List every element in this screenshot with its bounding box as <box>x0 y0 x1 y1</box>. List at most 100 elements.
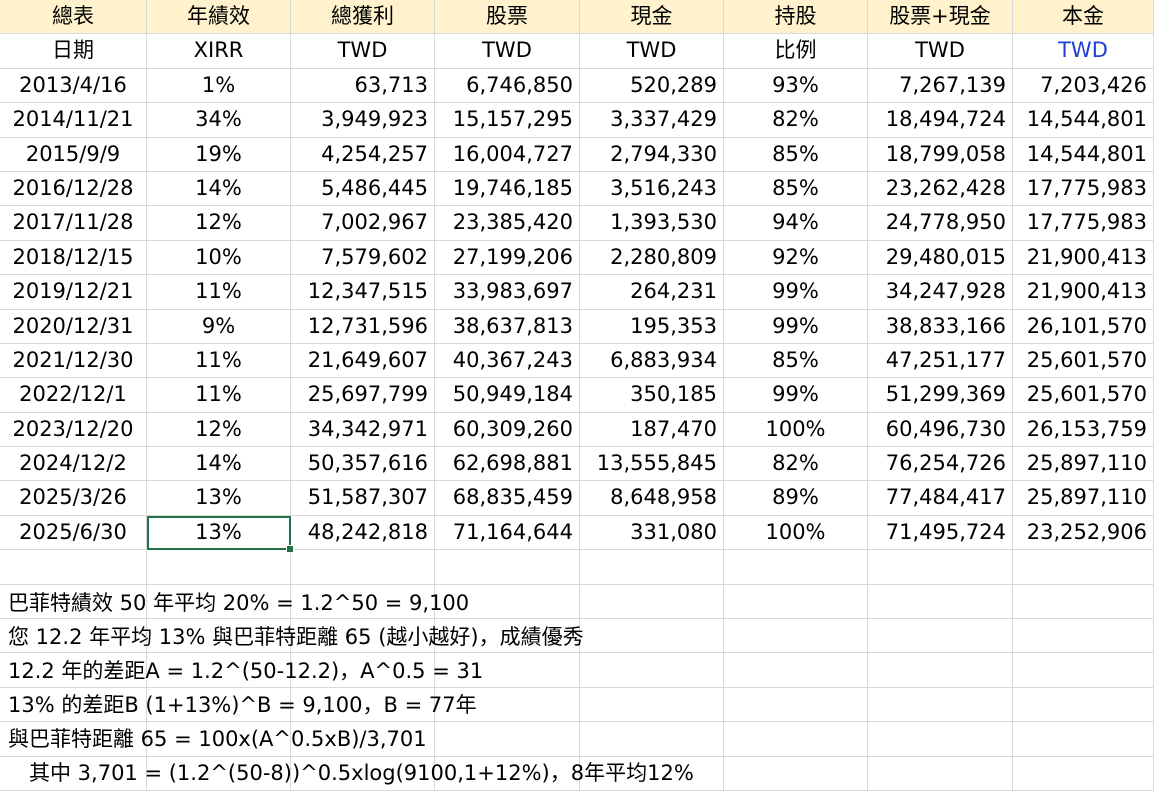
cell-cash[interactable]: 13,555,845 <box>580 447 724 482</box>
cell-total-profit[interactable]: 12,347,515 <box>291 275 435 310</box>
cell-stock-plus-cash[interactable]: 47,251,177 <box>868 343 1013 379</box>
empty-cell[interactable] <box>0 584 147 620</box>
cell-stock-plus-cash[interactable]: 60,496,730 <box>868 412 1013 448</box>
cell-stock-plus-cash[interactable]: 51,299,369 <box>868 378 1013 413</box>
cell-cash[interactable]: 2,794,330 <box>580 137 724 172</box>
cell-total-profit[interactable]: 3,949,923 <box>291 103 435 138</box>
cell-principal[interactable]: 21,900,413 <box>1013 240 1154 276</box>
cell-principal[interactable]: 26,153,759 <box>1013 412 1154 448</box>
cell-stock[interactable]: 60,309,260 <box>435 412 580 448</box>
cell-stock-ratio[interactable]: 92% <box>724 240 868 276</box>
empty-cell[interactable] <box>291 687 435 723</box>
cell-stock-ratio[interactable]: 85% <box>724 171 868 207</box>
cell-stock[interactable]: 71,164,644 <box>435 515 580 551</box>
cell-stock[interactable]: 40,367,243 <box>435 343 580 379</box>
empty-cell[interactable] <box>580 653 724 688</box>
cell-total-profit[interactable]: 63,713 <box>291 68 435 104</box>
empty-cell[interactable] <box>0 756 147 791</box>
empty-cell[interactable] <box>291 756 435 791</box>
empty-cell[interactable] <box>1013 584 1154 620</box>
header-principal[interactable]: 本金 <box>1013 0 1154 35</box>
cell-total-profit[interactable]: 34,342,971 <box>291 412 435 448</box>
cell-total-profit[interactable]: 5,486,445 <box>291 171 435 207</box>
cell-stock[interactable]: 38,637,813 <box>435 309 580 344</box>
cell-principal[interactable]: 7,203,426 <box>1013 68 1154 104</box>
header-stock[interactable]: 股票 <box>435 0 580 35</box>
cell-date[interactable]: 2014/11/21 <box>0 103 147 138</box>
empty-cell[interactable] <box>0 550 147 585</box>
cell-date[interactable]: 2020/12/31 <box>0 309 147 344</box>
header-date[interactable]: 總表 <box>0 0 147 35</box>
empty-cell[interactable] <box>147 619 291 654</box>
cell-principal[interactable]: 25,601,570 <box>1013 378 1154 413</box>
empty-cell[interactable] <box>868 584 1013 620</box>
empty-cell[interactable] <box>1013 550 1154 585</box>
cell-stock-plus-cash[interactable]: 34,247,928 <box>868 275 1013 310</box>
empty-cell[interactable] <box>435 687 580 723</box>
subheader-total-profit[interactable]: TWD <box>291 34 435 69</box>
empty-cell[interactable] <box>580 756 724 791</box>
empty-cell[interactable] <box>580 722 724 757</box>
header-cash[interactable]: 現金 <box>580 0 724 35</box>
cell-stock-ratio[interactable]: 82% <box>724 447 868 482</box>
empty-cell[interactable] <box>147 756 291 791</box>
cell-cash[interactable]: 3,337,429 <box>580 103 724 138</box>
cell-stock[interactable]: 33,983,697 <box>435 275 580 310</box>
empty-cell[interactable] <box>868 653 1013 688</box>
cell-principal[interactable]: 14,544,801 <box>1013 103 1154 138</box>
empty-cell[interactable] <box>580 619 724 654</box>
cell-date[interactable]: 2015/9/9 <box>0 137 147 172</box>
cell-cash[interactable]: 520,289 <box>580 68 724 104</box>
empty-cell[interactable] <box>724 756 868 791</box>
empty-cell[interactable] <box>435 722 580 757</box>
cell-xirr[interactable]: 1% <box>147 68 291 104</box>
cell-principal[interactable]: 17,775,983 <box>1013 206 1154 241</box>
cell-stock[interactable]: 50,949,184 <box>435 378 580 413</box>
cell-total-profit[interactable]: 50,357,616 <box>291 447 435 482</box>
empty-cell[interactable] <box>868 619 1013 654</box>
cell-cash[interactable]: 1,393,530 <box>580 206 724 241</box>
empty-cell[interactable] <box>1013 687 1154 723</box>
empty-cell[interactable] <box>1013 653 1154 688</box>
cell-stock-ratio[interactable]: 99% <box>724 378 868 413</box>
subheader-stock-plus-cash[interactable]: TWD <box>868 34 1013 69</box>
cell-total-profit[interactable]: 25,697,799 <box>291 378 435 413</box>
empty-cell[interactable] <box>291 584 435 620</box>
empty-cell[interactable] <box>435 653 580 688</box>
cell-date[interactable]: 2023/12/20 <box>0 412 147 448</box>
cell-stock-ratio[interactable]: 85% <box>724 343 868 379</box>
cell-stock[interactable]: 27,199,206 <box>435 240 580 276</box>
cell-total-profit[interactable]: 7,579,602 <box>291 240 435 276</box>
cell-date[interactable]: 2016/12/28 <box>0 171 147 207</box>
cell-xirr[interactable]: 9% <box>147 309 291 344</box>
cell-stock-ratio[interactable]: 99% <box>724 275 868 310</box>
empty-cell[interactable] <box>435 550 580 585</box>
subheader-xirr[interactable]: XIRR <box>147 34 291 69</box>
empty-cell[interactable] <box>291 653 435 688</box>
header-total-profit[interactable]: 總獲利 <box>291 0 435 35</box>
cell-xirr[interactable]: 11% <box>147 378 291 413</box>
cell-total-profit[interactable]: 4,254,257 <box>291 137 435 172</box>
empty-cell[interactable] <box>868 722 1013 757</box>
empty-cell[interactable] <box>1013 722 1154 757</box>
cell-stock-ratio[interactable]: 85% <box>724 137 868 172</box>
cell-stock-plus-cash[interactable]: 23,262,428 <box>868 171 1013 207</box>
empty-cell[interactable] <box>1013 756 1154 791</box>
cell-stock[interactable]: 19,746,185 <box>435 171 580 207</box>
cell-principal[interactable]: 17,775,983 <box>1013 171 1154 207</box>
cell-principal[interactable]: 25,897,110 <box>1013 447 1154 482</box>
cell-stock[interactable]: 68,835,459 <box>435 481 580 516</box>
cell-date[interactable]: 2017/11/28 <box>0 206 147 241</box>
empty-cell[interactable] <box>0 687 147 723</box>
cell-principal[interactable]: 25,897,110 <box>1013 481 1154 516</box>
cell-date[interactable]: 2022/12/1 <box>0 378 147 413</box>
empty-cell[interactable] <box>580 687 724 723</box>
cell-principal[interactable]: 26,101,570 <box>1013 309 1154 344</box>
cell-stock-plus-cash[interactable]: 76,254,726 <box>868 447 1013 482</box>
cell-total-profit[interactable]: 12,731,596 <box>291 309 435 344</box>
empty-cell[interactable] <box>147 687 291 723</box>
cell-total-profit[interactable]: 48,242,818 <box>291 515 435 551</box>
cell-stock-ratio[interactable]: 99% <box>724 309 868 344</box>
cell-cash[interactable]: 3,516,243 <box>580 171 724 207</box>
cell-cash[interactable]: 6,883,934 <box>580 343 724 379</box>
